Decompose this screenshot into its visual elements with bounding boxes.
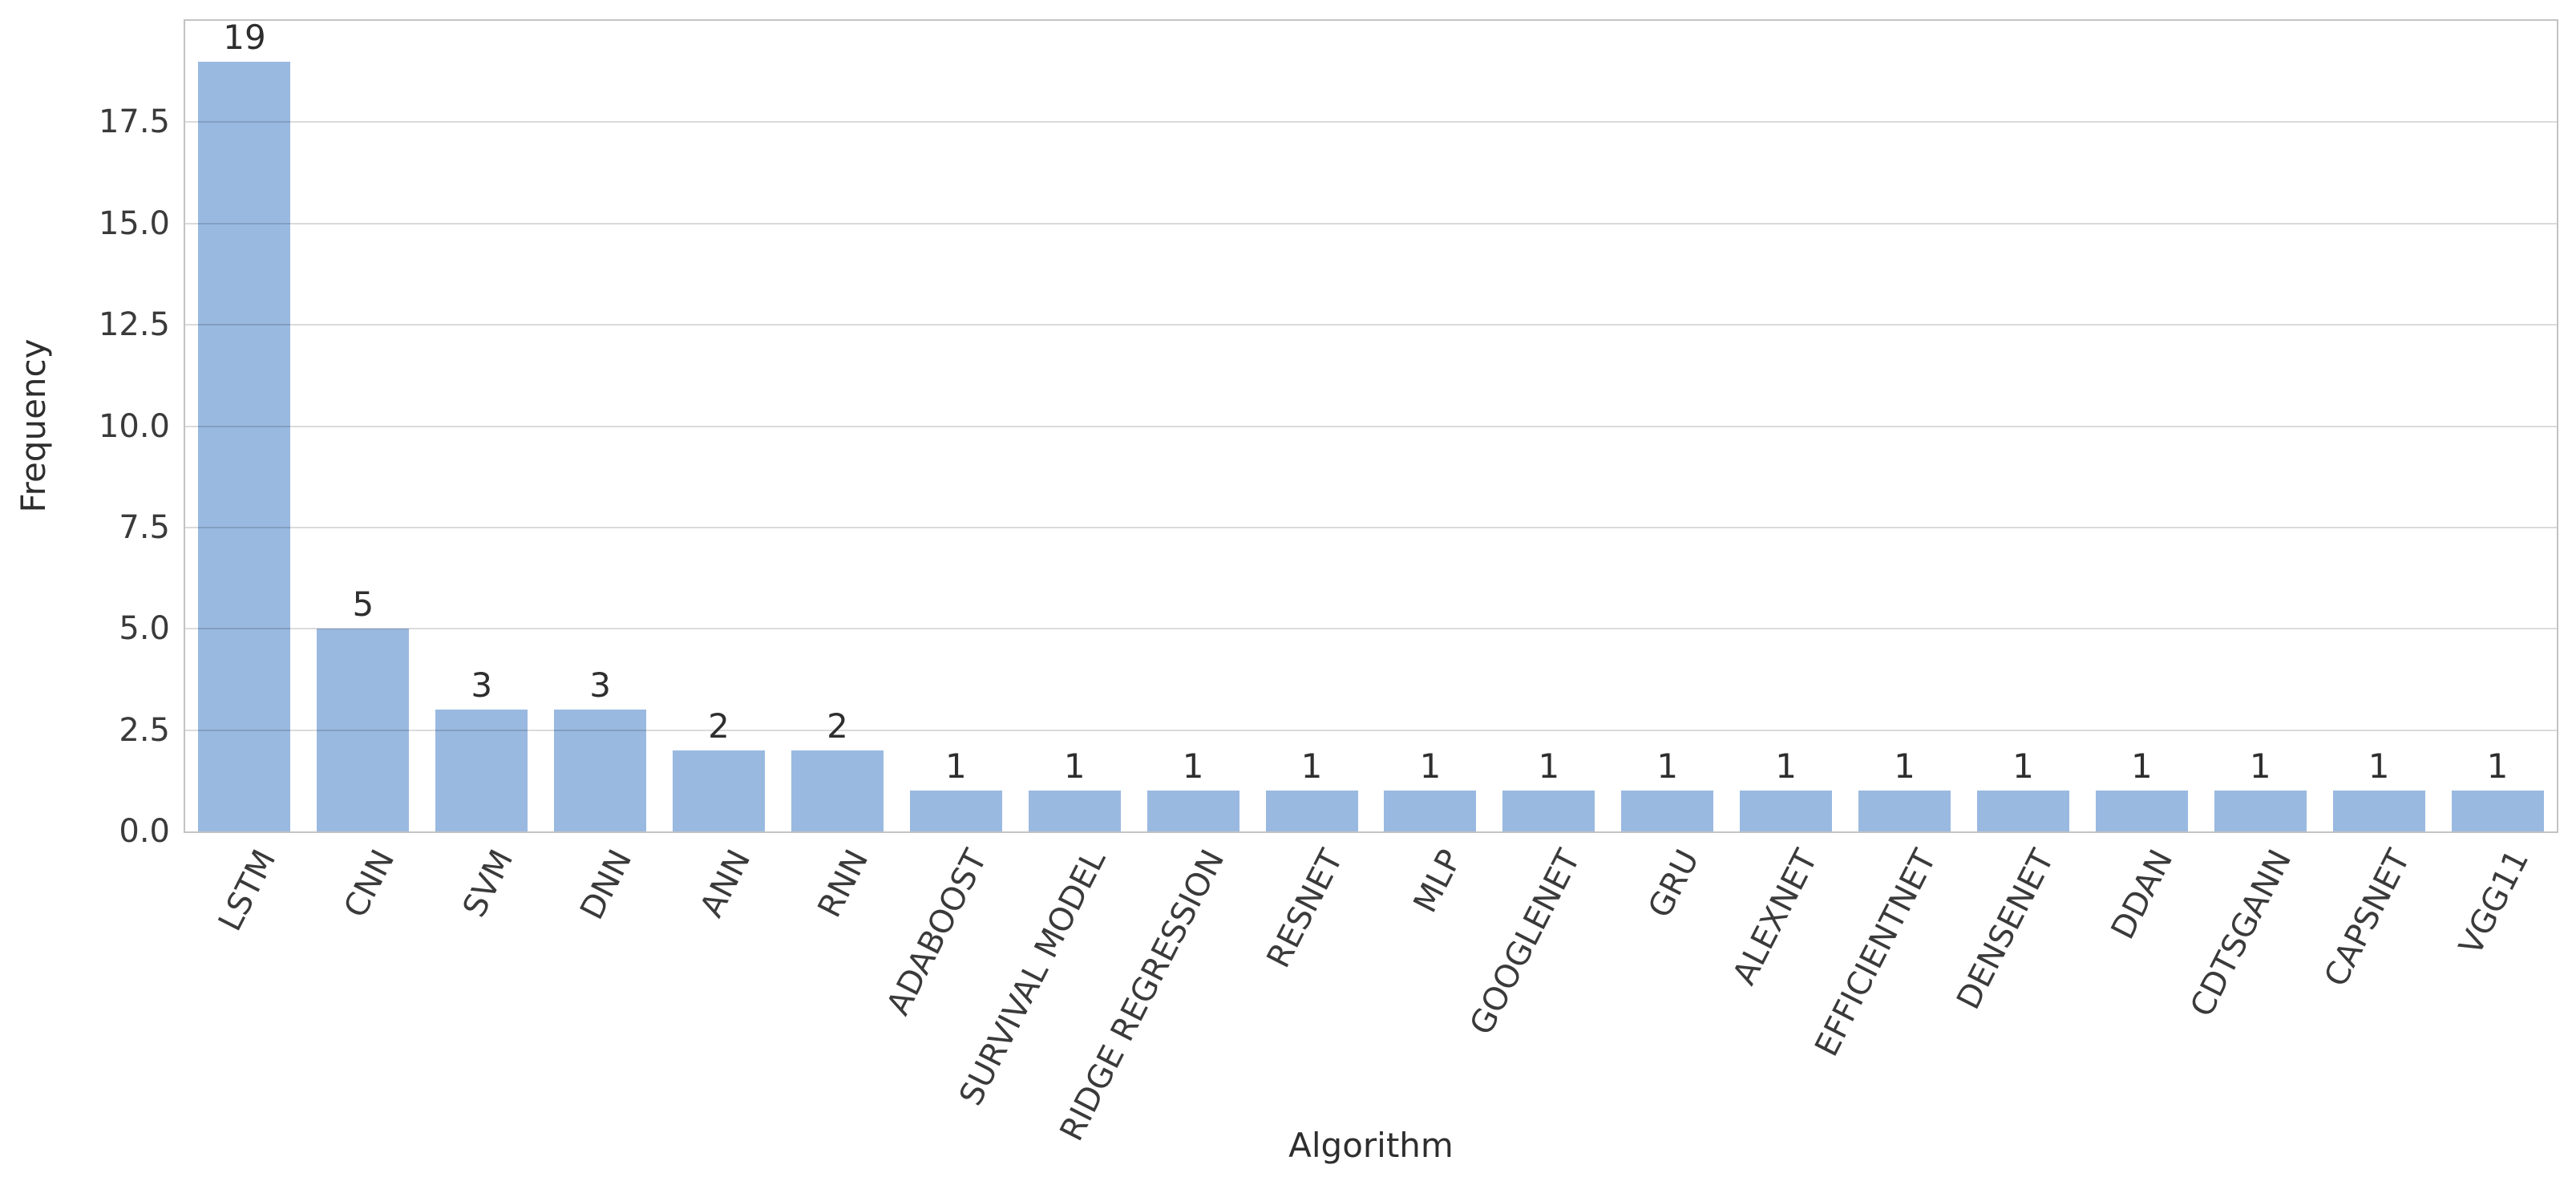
bar-gru xyxy=(1621,791,1714,831)
bar-value-resnet: 1 xyxy=(1300,746,1323,787)
bar-value-ridge-regression: 1 xyxy=(1182,746,1204,787)
bar-adaboost xyxy=(909,791,1002,831)
bar-value-rnn: 2 xyxy=(827,706,848,746)
bar-alexnet xyxy=(1740,791,1833,831)
bar-capsnet xyxy=(2332,791,2425,831)
y-tick-label-7.5: 7.5 xyxy=(119,508,170,546)
y-tick-label-12.5: 12.5 xyxy=(98,306,170,344)
bar-ann xyxy=(673,750,766,831)
bar-ddan xyxy=(2095,791,2188,831)
bars-layer xyxy=(185,21,2557,831)
bar-value-dnn: 3 xyxy=(589,665,611,706)
x-tick-label-ddan: DDAN xyxy=(2105,843,2181,945)
bar-value-survival-model: 1 xyxy=(1063,746,1086,787)
bar-lstm xyxy=(198,61,291,831)
bar-value-svm: 3 xyxy=(471,665,493,706)
bar-value-lstm: 19 xyxy=(223,17,266,57)
bar-rnn xyxy=(791,750,884,831)
bar-ridge-regression xyxy=(1146,791,1239,831)
x-axis-title: Algorithm xyxy=(1288,1126,1454,1165)
bar-vgg11 xyxy=(2451,791,2544,831)
y-tick-label-15.0: 15.0 xyxy=(98,204,170,242)
bar-value-alexnet: 1 xyxy=(1775,746,1797,787)
y-tick-label-0.0: 0.0 xyxy=(119,813,170,850)
x-tick-label-resnet: RESNET xyxy=(1260,843,1351,974)
bar-value-googlenet: 1 xyxy=(1538,746,1560,787)
x-tick-label-dnn: DNN xyxy=(572,843,639,926)
bar-mlp xyxy=(1384,791,1477,831)
bar-efficientnet xyxy=(1858,791,1951,831)
x-tick-label-cdtsgann: CDTSGANN xyxy=(2183,843,2299,1023)
bar-value-capsnet: 1 xyxy=(2368,746,2390,787)
bar-resnet xyxy=(1265,791,1358,831)
bar-value-densenet: 1 xyxy=(2012,746,2034,787)
bar-value-gru: 1 xyxy=(1656,746,1679,787)
x-tick-label-googlenet: GOOGLENET xyxy=(1462,843,1588,1041)
bar-value-efficientnet: 1 xyxy=(1894,746,1915,787)
x-tick-label-densenet: DENSENET xyxy=(1950,843,2062,1016)
plot-area: 19 5 3 3 2 2 1 1 1 1 1 1 1 1 1 1 1 1 1 1 xyxy=(184,19,2558,833)
bar-value-cdtsgann: 1 xyxy=(2249,746,2271,787)
bar-cnn xyxy=(317,629,410,831)
bar-cdtsgann xyxy=(2214,791,2307,831)
y-tick-label-2.5: 2.5 xyxy=(119,711,170,749)
x-tick-label-capsnet: CAPSNET xyxy=(2317,843,2418,993)
x-tick-label-ann: ANN xyxy=(693,843,758,924)
x-tick-label-rnn: RNN xyxy=(811,843,876,924)
bar-svm xyxy=(435,710,528,831)
x-tick-label-lstm: LSTM xyxy=(211,843,284,937)
x-tick-label-mlp: MLP xyxy=(1406,843,1470,919)
x-tick-label-svm: SVM xyxy=(455,843,521,924)
bar-value-mlp: 1 xyxy=(1419,746,1442,787)
x-tick-label-vgg11: VGG11 xyxy=(2452,843,2537,961)
x-tick-label-efficientnet: EFFICIENTNET xyxy=(1807,843,1943,1062)
bar-densenet xyxy=(1976,791,2069,831)
y-tick-label-17.5: 17.5 xyxy=(98,103,170,141)
bar-value-adaboost: 1 xyxy=(944,746,967,787)
y-tick-label-10.0: 10.0 xyxy=(98,407,170,445)
bar-value-ann: 2 xyxy=(708,706,730,746)
bar-value-cnn: 5 xyxy=(352,584,374,625)
bar-value-vgg11: 1 xyxy=(2486,746,2509,787)
x-tick-label-cnn: CNN xyxy=(337,843,402,924)
x-tick-label-alexnet: ALEXNET xyxy=(1725,843,1825,991)
y-tick-label-5.0: 5.0 xyxy=(119,610,170,648)
x-tick-label-adaboost: ADABOOST xyxy=(880,843,995,1021)
bar-survival-model xyxy=(1028,791,1121,831)
bar-googlenet xyxy=(1502,791,1595,831)
x-tick-label-gru: GRU xyxy=(1641,843,1707,924)
bar-value-ddan: 1 xyxy=(2130,746,2153,787)
bar-dnn xyxy=(554,710,647,831)
